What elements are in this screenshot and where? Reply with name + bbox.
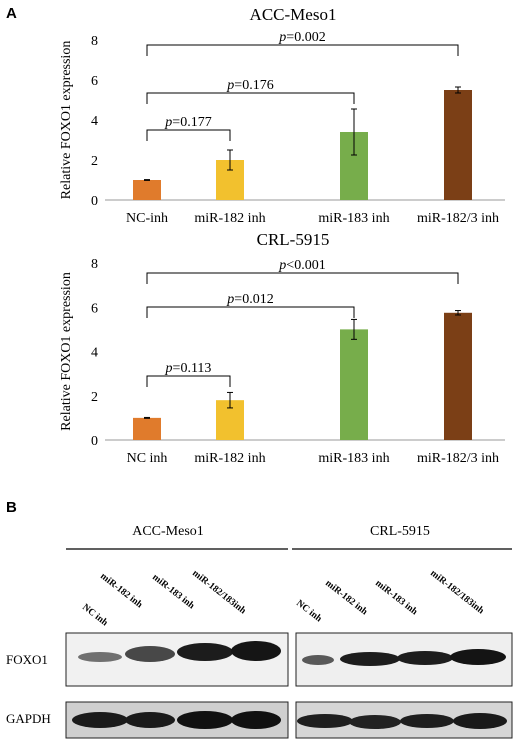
y-tick-label: 2 (91, 390, 98, 405)
lane-label: miR-182/183inh (428, 568, 486, 616)
panel-a-label: A (6, 5, 17, 22)
comparison-bracket (146, 375, 231, 387)
p-value-label: p<0.001 (278, 258, 325, 273)
bar (444, 312, 472, 440)
comparison-bracket (146, 272, 459, 284)
p-value-label: p=0.012 (226, 292, 273, 307)
bar (133, 180, 161, 200)
cell-line-crl-5915: CRL-5915 (370, 524, 430, 539)
chart-title: CRL-5915 (257, 230, 330, 249)
y-tick-label: 4 (91, 346, 98, 361)
category-label: NC-inh (126, 211, 168, 226)
lane-label: miR-183 inh (373, 578, 419, 617)
y-tick-label: 8 (91, 257, 98, 272)
y-tick-label: 6 (91, 74, 98, 89)
lane-label: miR-183 inh (150, 572, 196, 611)
p-value-label: p=0.002 (278, 30, 325, 45)
blot-strip-foxo1-right (295, 632, 513, 687)
category-label: miR-183 inh (318, 451, 389, 466)
y-tick-label: 0 (91, 434, 98, 449)
category-label: miR-182/3 inh (417, 211, 499, 226)
bar (133, 417, 161, 440)
comparison-bracket (146, 92, 355, 104)
lane-label: miR-182 inh (323, 578, 369, 617)
lane-label: NC inh (294, 598, 324, 624)
protein-label-foxo1: FOXO1 (6, 652, 48, 667)
y-tick-label: 4 (91, 114, 98, 129)
y-tick-label: 6 (91, 301, 98, 316)
chart-crl-5915: CRL-5915 Relative FOXO1 expression 0 2 4 6 8… (59, 230, 505, 466)
lane-label: miR-182/183inh (190, 568, 248, 616)
p-value-label: p=0.113 (165, 361, 212, 376)
y-axis-label: Relative FOXO1 expression (59, 272, 74, 431)
lane-label: miR-182 inh (98, 571, 144, 610)
lane-label: NC inh (80, 602, 110, 628)
bar (340, 329, 368, 440)
chart-title: ACC-Meso1 (250, 5, 337, 24)
comparison-bracket (146, 44, 459, 56)
blot-strip-gapdh-right (295, 701, 513, 739)
y-tick-label: 2 (91, 154, 98, 169)
panel-b-label: B (6, 499, 17, 516)
category-label: miR-182/3 inh (417, 451, 499, 466)
chart-acc-meso1: ACC-Meso1 Relative FOXO1 expression 0 2 4 6… (59, 5, 505, 226)
bar (444, 90, 472, 200)
y-tick-label: 0 (91, 194, 98, 209)
category-label: miR-183 inh (318, 211, 389, 226)
blot-strip-gapdh-left (65, 701, 289, 739)
blot-strip-foxo1-left (65, 632, 289, 687)
y-tick-label: 8 (91, 34, 98, 49)
comparison-bracket (146, 306, 355, 318)
protein-label-gapdh: GAPDH (6, 711, 51, 726)
category-label: miR-182 inh (194, 211, 265, 226)
western-blot: ACC-Meso1 CRL-5915 NC inh miR-182 inh mi… (6, 524, 513, 739)
p-value-label: p=0.176 (226, 78, 273, 93)
comparison-bracket (146, 129, 231, 141)
cell-line-acc-meso1: ACC-Meso1 (132, 524, 204, 539)
y-axis-label: Relative FOXO1 expression (59, 41, 74, 200)
p-value-label: p=0.177 (164, 115, 211, 130)
category-label: NC inh (127, 451, 168, 466)
category-label: miR-182 inh (194, 451, 265, 466)
